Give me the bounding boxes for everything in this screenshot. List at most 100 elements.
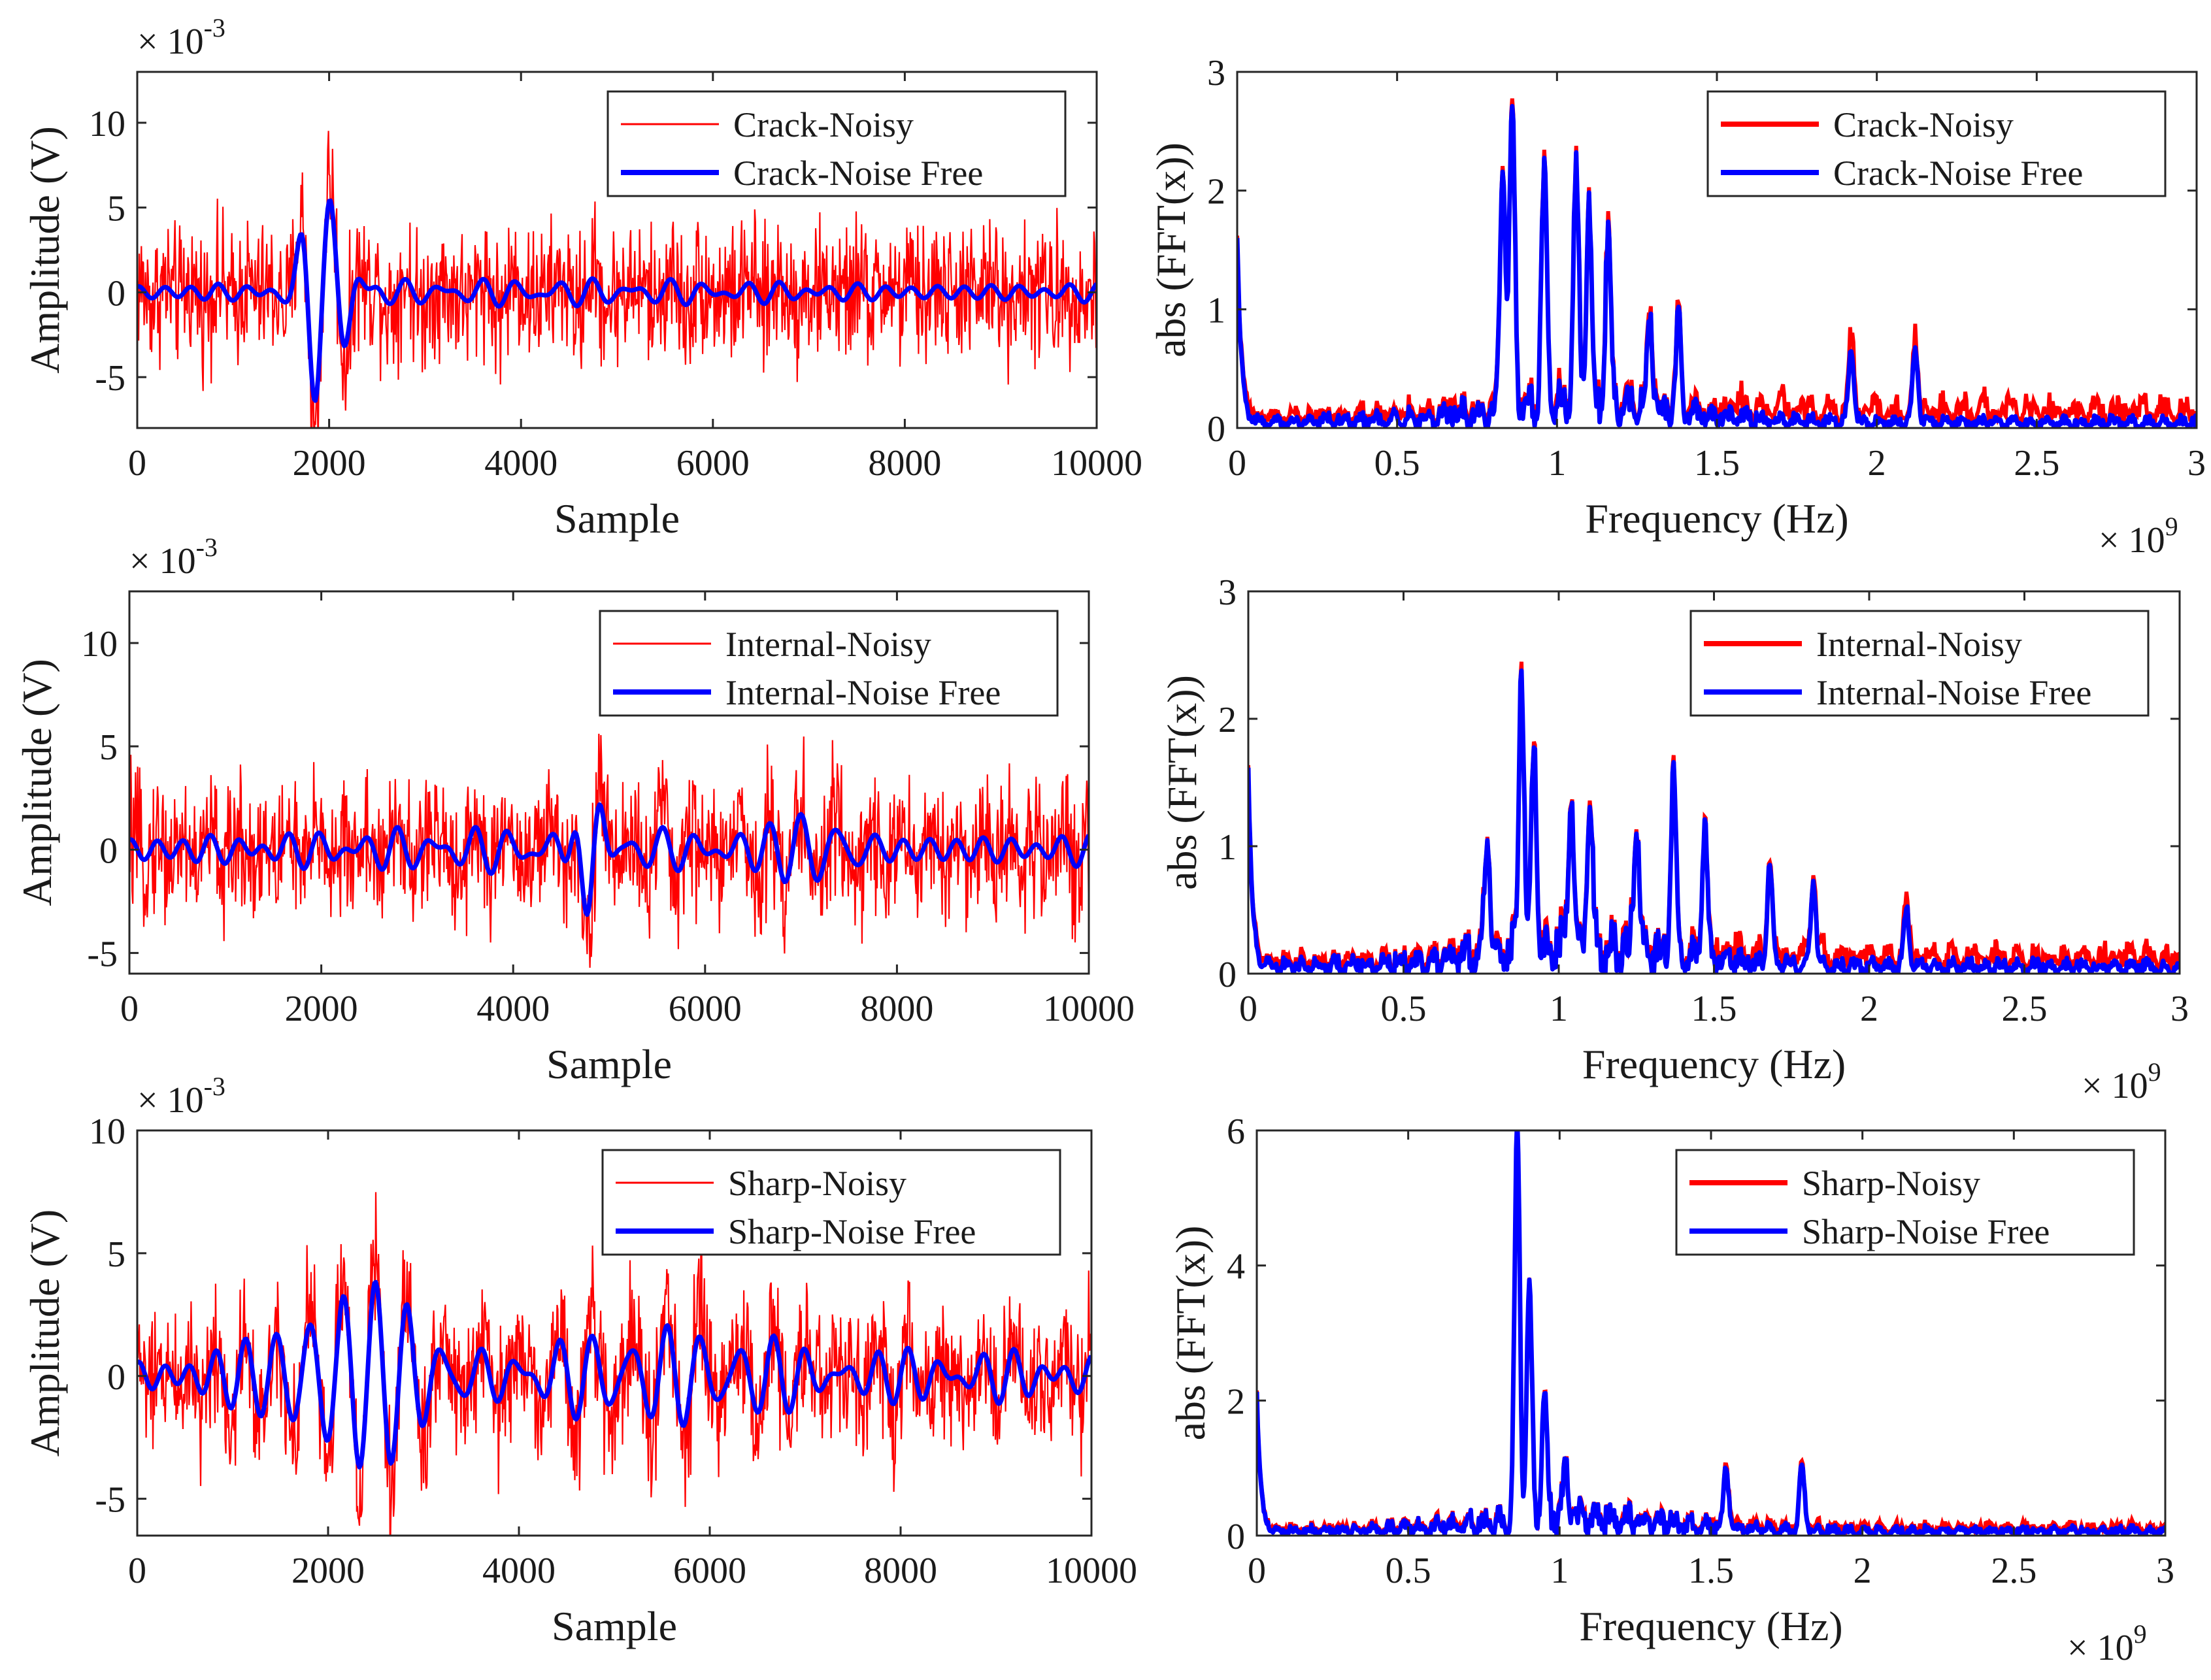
crack-fft-ytick-label: 1: [1207, 290, 1225, 331]
crack-time-legend-label-0: Crack-Noisy: [733, 105, 914, 144]
sharp-time-ytick-label: -5: [95, 1480, 125, 1521]
internal-fft-legend-label-1: Internal-Noise Free: [1816, 673, 2091, 712]
exponent-base: 10: [159, 541, 196, 582]
sharp-fft-xtick-label: 1.5: [1688, 1551, 1734, 1591]
internal-fft-ytick-label: 0: [1218, 955, 1237, 995]
sharp-time-legend-box: [601, 1149, 1061, 1256]
exponent-times: ×: [137, 1080, 167, 1121]
sharp-fft-xtick-label: 0: [1248, 1551, 1266, 1591]
internal-fft-xtick-label: 3: [2170, 989, 2189, 1029]
exponent-times: ×: [2099, 520, 2129, 561]
sharp-fft-xtick-label: 2: [1854, 1551, 1872, 1591]
sharp-fft-legend: Sharp-Noisy Sharp-Noise Free: [1675, 1149, 2135, 1256]
exponent-power: -3: [204, 1072, 225, 1101]
crack-time-xtick-label: 0: [128, 443, 146, 484]
internal-time-xtick-label: 8000: [860, 989, 933, 1029]
crack-fft-xtick-label: 2: [1868, 443, 1886, 484]
crack-time-legend-label-1: Crack-Noise Free: [733, 154, 983, 193]
sharp-fft-xtick-label: 2.5: [1991, 1551, 2036, 1591]
crack-fft-xlabel: Frequency (Hz): [1585, 495, 1848, 542]
exponent-power: 9: [2148, 1057, 2161, 1087]
internal-time-xtick-label: 2000: [285, 989, 358, 1029]
sharp-fft-legend-box: [1675, 1149, 2135, 1256]
crack-fft-legend-box: [1706, 90, 2167, 197]
exponent-times: ×: [2067, 1628, 2097, 1668]
crack-fft-legend-label-1: Crack-Noise Free: [1833, 154, 2083, 193]
crack-fft-legend-label-0: Crack-Noisy: [1833, 105, 2014, 144]
crack-time-legend-box: [607, 90, 1067, 197]
internal-time-xtick-label: 6000: [669, 989, 742, 1029]
crack-time-xtick-label: 4000: [484, 443, 557, 484]
crack-fft-legend: Crack-Noisy Crack-Noise Free: [1706, 90, 2167, 197]
sharp-time-xlabel: Sample: [552, 1603, 677, 1649]
internal-fft-exponent-label: × 109: [2082, 1057, 2161, 1106]
internal-fft-xtick-label: 0: [1239, 989, 1257, 1029]
crack-fft-xtick-label: 2.5: [2014, 443, 2059, 484]
crack-time-ytick-label: 10: [89, 104, 125, 144]
crack-fft-panel: 0 0.5 1 1.5 2 2.5 3 0 1 2 3 Frequency (Hz) abs (FFT(…: [1148, 53, 2206, 561]
sharp-time-noise-free-series-line: [137, 1279, 1091, 1470]
internal-time-legend-label-0: Internal-Noisy: [725, 625, 931, 664]
exponent-times: ×: [129, 541, 159, 582]
exponent-base: 10: [2112, 1066, 2148, 1106]
internal-fft-legend-box: [1689, 610, 2150, 717]
exponent-base: 10: [167, 22, 204, 62]
crack-time-plot-area: [137, 131, 1097, 428]
crack-fft-xtick-label: 1: [1548, 443, 1566, 484]
internal-time-panel: 0 2000 4000 6000 8000 10000-50510SampleAmplit…: [14, 533, 1135, 1087]
sharp-time-panel: 0 2000 4000 6000 8000 10000-50510SampleAmplit…: [22, 1072, 1137, 1649]
internal-fft-ytick-label: 1: [1218, 827, 1237, 868]
crack-time-xtick-label: 2000: [293, 443, 366, 484]
crack-fft-xtick-label: 3: [2187, 443, 2206, 484]
internal-time-xtick-label: 4000: [476, 989, 550, 1029]
internal-fft-ylabel: abs (FFT(x)): [1159, 675, 1205, 890]
internal-fft-panel: 0 0.5 1 1.5 2 2.5 3 0 1 2 3 Frequency (Hz) abs (FFT(…: [1159, 572, 2189, 1106]
sharp-time-ylabel: Amplitude (V): [22, 1210, 68, 1457]
crack-fft-xtick-label: 0: [1228, 443, 1246, 484]
sharp-time-xtick-label: 0: [128, 1551, 146, 1591]
crack-time-ylabel: Amplitude (V): [22, 126, 68, 374]
crack-fft-ytick-label: 0: [1207, 409, 1225, 450]
crack-fft-xtick-label: 1.5: [1694, 443, 1740, 484]
exponent-power: 9: [2165, 512, 2178, 541]
sharp-fft-ylabel: abs (FFT(x)): [1167, 1226, 1214, 1441]
sharp-time-xtick-label: 4000: [482, 1551, 556, 1591]
internal-time-axes-box: [128, 590, 1090, 975]
internal-time-legend-label-1: Internal-Noise Free: [725, 673, 1001, 712]
crack-fft-exponent-label: × 109: [2099, 512, 2178, 561]
crack-time-noise-free-series-line: [137, 198, 1097, 403]
sharp-fft-xtick-label: 3: [2156, 1551, 2174, 1591]
internal-time-ytick-label: -5: [87, 934, 118, 974]
exponent-base: 10: [2097, 1628, 2134, 1668]
crack-fft-ytick-label: 3: [1207, 53, 1225, 93]
crack-time-xlabel: Sample: [554, 495, 680, 542]
crack-time-legend: Crack-Noisy Crack-Noise Free: [607, 90, 1067, 197]
internal-fft-xtick-label: 0.5: [1381, 989, 1427, 1029]
exponent-power: -3: [196, 533, 218, 562]
sharp-fft-panel: 0 0.5 1 1.5 2 2.5 3 0 2 4 6 Frequency (Hz) abs (FFT(…: [1167, 1112, 2174, 1668]
exponent-power: 9: [2134, 1619, 2147, 1649]
internal-fft-ytick-label: 2: [1218, 700, 1237, 740]
internal-time-ytick-label: 10: [81, 624, 118, 665]
sharp-time-ytick-label: 5: [107, 1234, 125, 1275]
internal-fft-xlabel: Frequency (Hz): [1582, 1041, 1846, 1087]
sharp-time-ytick-label: 0: [107, 1357, 125, 1398]
internal-time-plot-area: [129, 733, 1089, 968]
sharp-time-noisy-series-line: [137, 1192, 1091, 1536]
sharp-fft-legend-label-0: Sharp-Noisy: [1802, 1164, 1980, 1203]
sharp-time-xtick-label: 10000: [1046, 1551, 1137, 1591]
internal-fft-xtick-label: 2.5: [2002, 989, 2048, 1029]
crack-time-xtick-label: 8000: [868, 443, 941, 484]
crack-fft-ytick-label: 2: [1207, 172, 1225, 212]
internal-time-ytick-label: 5: [99, 727, 118, 768]
sharp-time-xtick-label: 2000: [291, 1551, 365, 1591]
internal-fft-xtick-label: 2: [1860, 989, 1878, 1029]
crack-time-panel: 0 2000 4000 6000 8000 10000 -5 0 5 10 Sample Amplit…: [22, 13, 1142, 542]
sharp-fft-xlabel: Frequency (Hz): [1579, 1603, 1842, 1649]
sharp-fft-ytick-label: 2: [1227, 1381, 1245, 1422]
sharp-fft-ytick-label: 4: [1227, 1247, 1245, 1287]
crack-time-xtick-label: 6000: [676, 443, 750, 484]
crack-time-ytick-label: 5: [107, 189, 125, 229]
internal-fft-xtick-label: 1: [1550, 989, 1568, 1029]
